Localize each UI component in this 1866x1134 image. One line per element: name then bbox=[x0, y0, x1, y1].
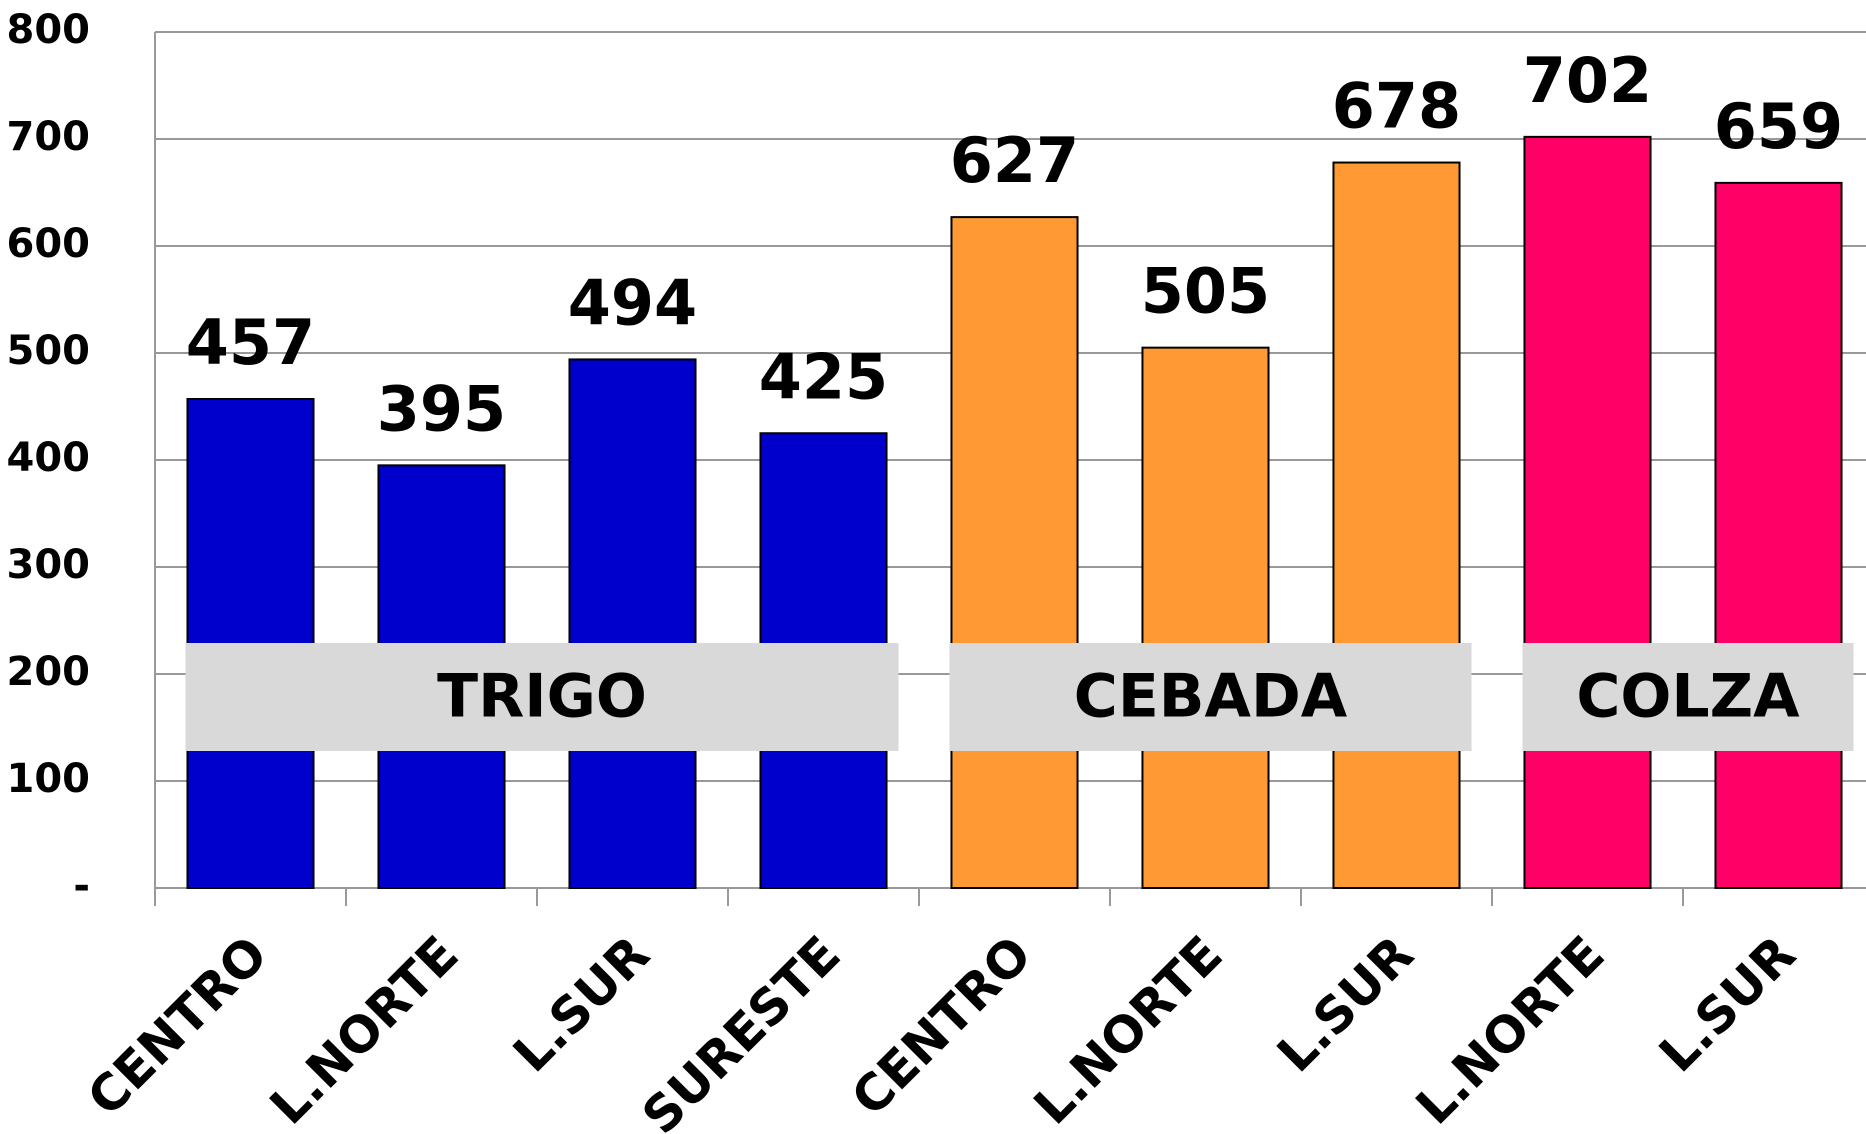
value-label: 678 bbox=[1332, 70, 1461, 143]
x-tick-label: L.SUR bbox=[1266, 925, 1424, 1083]
bar bbox=[1714, 181, 1843, 889]
y-tick-label: 800 bbox=[7, 7, 91, 53]
value-label: 627 bbox=[950, 124, 1079, 197]
value-label: 425 bbox=[759, 340, 888, 413]
bar bbox=[1141, 346, 1270, 889]
x-tick-label: CENTRO bbox=[76, 925, 278, 1127]
group-box bbox=[185, 643, 899, 751]
bar bbox=[1523, 135, 1652, 890]
value-label: 702 bbox=[1523, 44, 1652, 117]
value-label: 457 bbox=[186, 306, 315, 379]
bar bbox=[568, 358, 697, 890]
x-tick-label: L.NORTE bbox=[1023, 925, 1234, 1134]
x-tick-label: SURESTE bbox=[631, 925, 851, 1134]
value-label: 505 bbox=[1141, 255, 1270, 328]
value-label: 494 bbox=[568, 267, 697, 340]
group-label: TRIGO bbox=[437, 662, 647, 732]
group-label: COLZA bbox=[1576, 662, 1800, 732]
value-label: 659 bbox=[1714, 90, 1843, 163]
y-tick-label: 300 bbox=[7, 542, 91, 588]
y-tick-label: 400 bbox=[7, 435, 91, 481]
value-label: 395 bbox=[377, 372, 506, 445]
bar bbox=[1332, 161, 1461, 890]
y-tick-label: 700 bbox=[7, 114, 91, 160]
y-tick-label: 500 bbox=[7, 328, 91, 374]
x-tick-label: L.SUR bbox=[1648, 925, 1806, 1083]
x-tick-label: CENTRO bbox=[840, 925, 1042, 1127]
group-box bbox=[949, 643, 1472, 751]
y-tick-label: 200 bbox=[7, 649, 91, 695]
x-tick-label: L.NORTE bbox=[259, 925, 470, 1134]
bar bbox=[950, 216, 1079, 890]
x-tick-label: L.NORTE bbox=[1405, 925, 1616, 1134]
y-tick-label: - bbox=[73, 863, 90, 909]
y-tick-label: 600 bbox=[7, 221, 91, 267]
group-box bbox=[1522, 643, 1854, 751]
group-label: CEBADA bbox=[1074, 662, 1348, 732]
x-tick-label: L.SUR bbox=[502, 925, 660, 1083]
y-tick-label: 100 bbox=[7, 756, 91, 802]
